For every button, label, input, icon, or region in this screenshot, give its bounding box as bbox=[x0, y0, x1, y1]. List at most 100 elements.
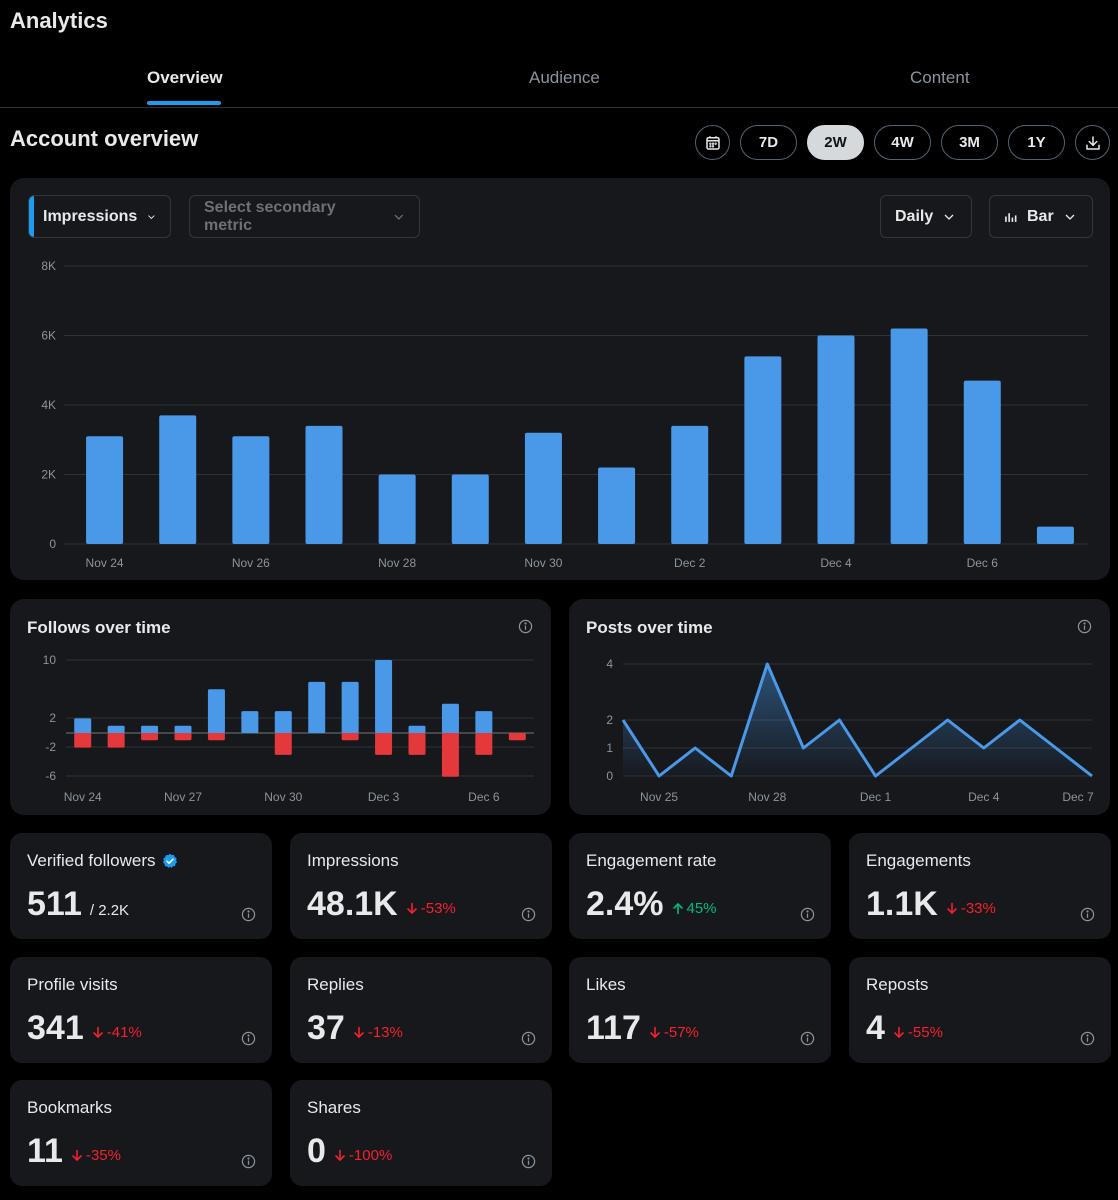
stat-value: 48.1K bbox=[307, 885, 398, 923]
range-4w-button[interactable]: 4W bbox=[874, 125, 931, 160]
stat-value: 117 bbox=[586, 1009, 641, 1047]
verified-badge-icon bbox=[162, 853, 177, 868]
stat-card-impressions[interactable]: Impressions 48.1K -53% bbox=[290, 833, 552, 939]
stat-delta: -100% bbox=[334, 1147, 392, 1164]
stat-value-row: 48.1K -53% bbox=[307, 885, 456, 924]
stat-delta-value: -41% bbox=[106, 1024, 142, 1041]
range-2w-button[interactable]: 2W bbox=[807, 125, 864, 160]
interval-dropdown[interactable]: Daily bbox=[880, 195, 972, 238]
stat-value-row: 11 -35% bbox=[27, 1132, 121, 1171]
stat-label-text: Reposts bbox=[866, 975, 929, 994]
y-tick-label: -6 bbox=[45, 769, 56, 783]
tab-underline bbox=[147, 101, 221, 105]
posts-chart-card: Posts over time 0 1 2 4 Nov 25 Nov 28 Dec 1 Dec… bbox=[569, 599, 1110, 815]
chevron-down-icon bbox=[394, 214, 404, 220]
stat-card-shares[interactable]: Shares 0 -100% bbox=[290, 1080, 552, 1186]
stat-delta: -13% bbox=[353, 1024, 403, 1041]
unfollows-bar bbox=[375, 733, 393, 755]
stat-card-verified-followers[interactable]: Verified followers 511 / 2.2K bbox=[10, 833, 272, 939]
follows-bar bbox=[341, 681, 359, 733]
y-tick-label: 6K bbox=[41, 329, 56, 343]
secondary-metric-dropdown[interactable]: Select secondary metric bbox=[189, 195, 420, 238]
stat-delta-value: -35% bbox=[85, 1147, 121, 1164]
tab-audience[interactable]: Audience bbox=[529, 68, 600, 87]
stat-delta-value: -13% bbox=[367, 1024, 403, 1041]
info-icon[interactable] bbox=[241, 1031, 256, 1046]
stat-label: Reposts bbox=[866, 975, 928, 995]
stat-value: 4 bbox=[866, 1009, 885, 1047]
follows-bar bbox=[74, 718, 92, 733]
stat-value: 511 bbox=[27, 885, 82, 923]
arrow-down-icon bbox=[894, 1026, 904, 1039]
x-tick-label: Nov 30 bbox=[524, 556, 562, 570]
posts-line bbox=[621, 662, 1093, 778]
unfollows-bar bbox=[274, 733, 292, 755]
y-tick-label: -2 bbox=[45, 740, 56, 754]
stat-delta-value: -33% bbox=[960, 900, 996, 917]
stat-delta-value: -55% bbox=[907, 1024, 943, 1041]
stat-card-reposts[interactable]: Reposts 4 -55% bbox=[849, 957, 1111, 1063]
stat-value-row: 341 -41% bbox=[27, 1009, 142, 1048]
range-7d-button[interactable]: 7D bbox=[740, 125, 797, 160]
stat-delta: -55% bbox=[893, 1024, 943, 1041]
tab-content[interactable]: Content bbox=[910, 68, 970, 87]
info-icon[interactable] bbox=[800, 907, 815, 922]
impressions-bar bbox=[451, 474, 489, 544]
x-tick-label: Dec 6 bbox=[967, 556, 999, 570]
stat-card-replies[interactable]: Replies 37 -13% bbox=[290, 957, 552, 1063]
unfollows-bar bbox=[141, 733, 159, 741]
info-icon[interactable] bbox=[521, 1154, 536, 1169]
stat-card-engagements[interactable]: Engagements 1.1K -33% bbox=[849, 833, 1111, 939]
arrow-down-icon bbox=[650, 1026, 660, 1039]
primary-metric-dropdown[interactable]: Impressions bbox=[28, 195, 171, 238]
info-icon[interactable] bbox=[1080, 1031, 1095, 1046]
y-tick-label: 2K bbox=[41, 468, 56, 482]
stat-card-engagement-rate[interactable]: Engagement rate 2.4% 45% bbox=[569, 833, 831, 939]
y-tick-label: 8K bbox=[41, 259, 56, 273]
info-icon[interactable] bbox=[241, 1154, 256, 1169]
download-button[interactable] bbox=[1075, 125, 1110, 160]
stat-card-profile-visits[interactable]: Profile visits 341 -41% bbox=[10, 957, 272, 1063]
download-icon bbox=[1085, 135, 1100, 150]
stat-delta-value: 45% bbox=[686, 900, 717, 917]
posts-chart-title: Posts over time bbox=[586, 618, 713, 637]
info-icon[interactable] bbox=[800, 1031, 815, 1046]
info-icon[interactable] bbox=[1077, 619, 1092, 634]
stat-label: Engagement rate bbox=[586, 851, 716, 871]
info-icon[interactable] bbox=[241, 907, 256, 922]
info-icon[interactable] bbox=[1080, 907, 1095, 922]
follows-bar bbox=[107, 725, 125, 733]
calendar-button[interactable] bbox=[695, 125, 730, 160]
info-icon[interactable] bbox=[521, 1031, 536, 1046]
interval-label: Daily bbox=[895, 207, 934, 225]
stat-card-likes[interactable]: Likes 117 -57% bbox=[569, 957, 831, 1063]
impressions-bar bbox=[817, 335, 855, 544]
stat-label-text: Profile visits bbox=[27, 975, 118, 994]
stat-value: 0 bbox=[307, 1132, 326, 1170]
follows-chart-title: Follows over time bbox=[27, 618, 171, 637]
stat-value: 37 bbox=[307, 1009, 345, 1047]
posts-area bbox=[623, 664, 1092, 776]
tab-overview[interactable]: Overview bbox=[147, 68, 223, 87]
arrow-down-icon bbox=[335, 1149, 345, 1162]
x-tick-label: Dec 3 bbox=[368, 790, 400, 804]
impressions-bar bbox=[232, 436, 270, 544]
arrow-up-icon bbox=[672, 902, 683, 915]
stat-label: Impressions bbox=[307, 851, 399, 871]
date-range-bar: 7D 2W 4W 3M 1Y bbox=[695, 125, 1110, 160]
x-tick-label: Dec 1 bbox=[860, 790, 892, 804]
range-1y-button[interactable]: 1Y bbox=[1008, 125, 1065, 160]
info-icon[interactable] bbox=[521, 907, 536, 922]
stat-delta-value: -53% bbox=[420, 900, 456, 917]
stat-value-row: 4 -55% bbox=[866, 1009, 943, 1048]
stat-label-text: Engagement rate bbox=[586, 851, 717, 870]
stat-value: 11 bbox=[27, 1132, 63, 1170]
chart-type-dropdown[interactable]: Bar bbox=[989, 195, 1093, 238]
info-icon[interactable] bbox=[518, 619, 533, 634]
stat-card-bookmarks[interactable]: Bookmarks 11 -35% bbox=[10, 1080, 272, 1186]
impressions-chart-card: Impressions Select secondary metric Dail… bbox=[10, 178, 1110, 580]
secondary-metric-placeholder: Select secondary metric bbox=[204, 198, 336, 234]
range-3m-button[interactable]: 3M bbox=[941, 125, 998, 160]
tab-bar: Overview Audience Content bbox=[0, 56, 1118, 108]
stat-delta: -53% bbox=[406, 900, 456, 917]
